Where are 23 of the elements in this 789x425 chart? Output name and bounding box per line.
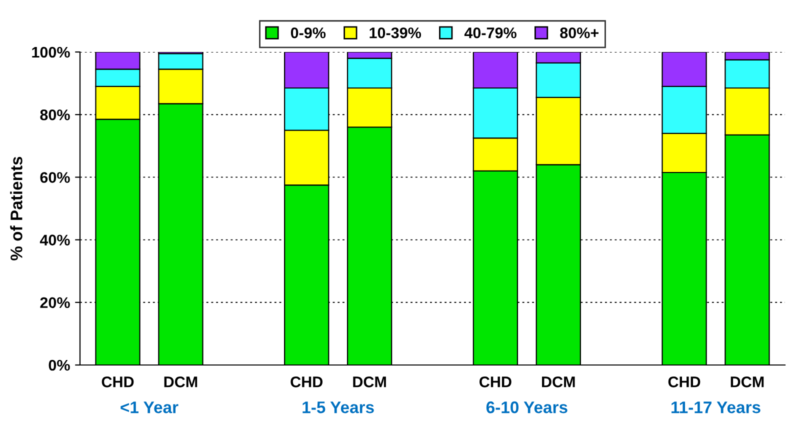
legend-label: 0-9%: [290, 27, 326, 38]
y-tick-label: 80%: [40, 109, 70, 120]
x-tick-label: CHD: [290, 376, 323, 388]
text: 1-5 Years: [302, 402, 374, 414]
y-tick-label: 40%: [40, 234, 70, 246]
legend-label: 10-39%: [370, 27, 422, 38]
legend-label: 80%+: [560, 27, 599, 38]
y-tick-label: 100%: [32, 46, 70, 58]
x-tick-label: DCM: [353, 376, 386, 388]
y-axis-title: % of Patients: [10, 156, 22, 260]
x-tick-label: CHD: [102, 376, 134, 388]
x-tick-label: DCM: [542, 376, 575, 388]
y-tick-label: 0%: [48, 360, 70, 371]
y-tick-label: 60%: [40, 172, 70, 183]
x-tick-label: CHD: [480, 376, 512, 388]
legend-label: 40-79%: [464, 27, 516, 38]
x-tick-label: CHD: [668, 376, 700, 388]
y-tick-label: 20%: [40, 297, 70, 308]
text: 11-17 Years: [672, 402, 760, 414]
x-tick-label: DCM: [164, 376, 198, 388]
text: <1 Year: [120, 402, 178, 414]
text: 6-10 Years: [486, 401, 568, 414]
x-tick-label: DCM: [730, 376, 764, 388]
